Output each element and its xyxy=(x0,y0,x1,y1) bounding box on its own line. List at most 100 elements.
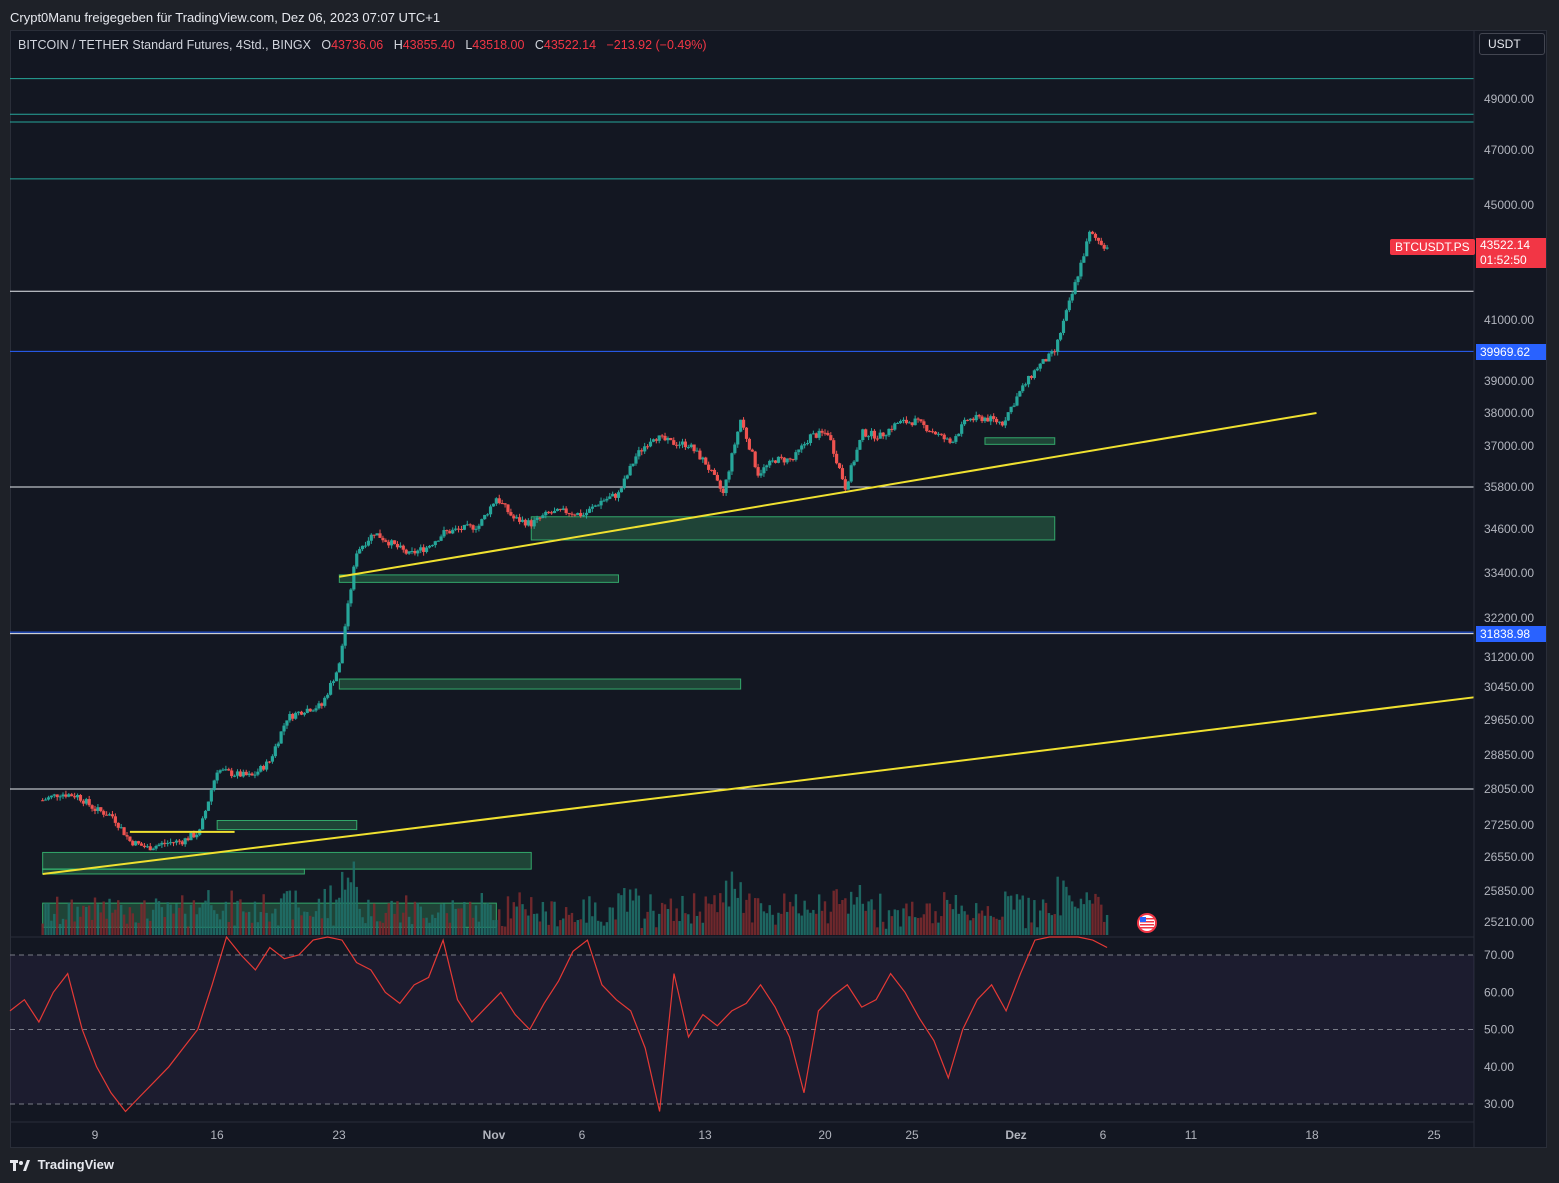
candle-body xyxy=(997,421,1002,423)
candle-body xyxy=(776,456,781,463)
candle-body xyxy=(753,451,757,468)
volume-bar-128 xyxy=(413,901,417,935)
volume-bar-336 xyxy=(1018,899,1022,935)
candle-299 xyxy=(910,422,914,427)
open-label: O xyxy=(321,38,332,52)
candle-344 xyxy=(1041,358,1045,364)
candle-body xyxy=(547,511,551,513)
candle-278 xyxy=(849,463,853,483)
candle-158 xyxy=(500,499,504,505)
candle-body xyxy=(317,703,321,709)
candle-348 xyxy=(1053,349,1057,356)
volume-bar-168 xyxy=(530,897,533,935)
volume-bar-355 xyxy=(1073,906,1077,935)
candle-133 xyxy=(427,544,432,549)
volume-bar-143 xyxy=(457,908,460,935)
volume-bar-239 xyxy=(736,897,739,935)
candle-3 xyxy=(49,795,53,800)
candle-body xyxy=(267,761,272,763)
candle-body xyxy=(957,433,961,437)
candle-body xyxy=(256,771,260,775)
flag-circle xyxy=(1137,913,1157,933)
volume-bar-19 xyxy=(96,904,100,935)
price-tick-label: 32200.00 xyxy=(1484,611,1534,625)
volume-bar-228 xyxy=(704,896,707,935)
candle-body xyxy=(55,794,59,798)
candle-171 xyxy=(538,516,542,522)
volume-bar-337 xyxy=(1021,895,1024,935)
volume-bar-231 xyxy=(713,895,716,935)
candle-body xyxy=(715,474,719,481)
candle-57 xyxy=(206,801,211,812)
volume-bar-86 xyxy=(291,919,294,935)
volume-bar-293 xyxy=(893,909,896,935)
candle-230 xyxy=(709,469,714,472)
volume-bar-163 xyxy=(515,906,518,935)
demand-zone-0 xyxy=(530,516,1056,541)
candle-159 xyxy=(503,503,507,508)
volume-bar-213 xyxy=(660,902,664,935)
candle-314 xyxy=(954,434,958,444)
candle-338 xyxy=(1024,382,1028,387)
volume-bar-68 xyxy=(239,899,242,935)
volume-bar-289 xyxy=(881,921,885,935)
candle-body xyxy=(933,431,938,435)
candle-135 xyxy=(433,540,437,548)
candle-221 xyxy=(683,438,687,450)
volume-bar-245 xyxy=(753,898,757,935)
candle-258 xyxy=(791,458,795,462)
candle-363 xyxy=(1096,237,1100,245)
candle-body xyxy=(259,765,263,772)
volume-bar-88 xyxy=(297,907,300,935)
volume-bar-60 xyxy=(215,913,219,935)
chart-frame[interactable] xyxy=(10,30,1547,1148)
candle-147 xyxy=(468,523,472,528)
candle-countdown: 01:52:50 xyxy=(1480,253,1527,267)
volume-bar-346 xyxy=(1047,913,1051,935)
candle-104 xyxy=(343,623,347,649)
candle-257 xyxy=(788,457,792,462)
volume-bar-345 xyxy=(1044,902,1048,935)
candle-body xyxy=(785,458,789,463)
candle-body xyxy=(262,765,266,770)
volume-bar-56 xyxy=(204,900,207,935)
volume-bar-84 xyxy=(285,891,289,935)
price-tick-label: 26550.00 xyxy=(1484,850,1534,864)
candle-body xyxy=(1102,244,1106,249)
candle-250 xyxy=(768,459,772,469)
candle-312 xyxy=(948,437,952,445)
candle-body xyxy=(497,498,501,504)
rsi-line xyxy=(9,935,1108,1113)
candle-340 xyxy=(1029,375,1034,380)
candle-body xyxy=(922,421,926,426)
candle-body xyxy=(326,694,330,698)
volume-bar-332 xyxy=(1007,896,1010,935)
candle-323 xyxy=(980,414,984,424)
volume-bar-313 xyxy=(951,909,955,935)
candle-body xyxy=(817,430,821,438)
candle-body xyxy=(488,506,493,515)
candle-268 xyxy=(820,428,824,437)
symbol-legend: BITCOIN / TETHER Standard Futures, 4Std.… xyxy=(18,38,707,52)
candle-156 xyxy=(494,497,498,506)
candle-body xyxy=(308,708,312,712)
volume-bar-167 xyxy=(527,915,530,935)
candle-body xyxy=(1029,375,1034,378)
candle-body xyxy=(439,536,443,541)
brand-footer[interactable]: TradingView xyxy=(10,1157,114,1172)
candle-body xyxy=(454,528,458,530)
candle-46 xyxy=(174,839,179,846)
candle-body xyxy=(558,508,562,510)
volume-bar-209 xyxy=(649,894,652,935)
candle-body xyxy=(221,769,225,771)
candle-body xyxy=(736,431,740,445)
currency-button[interactable]: USDT xyxy=(1479,33,1545,55)
candle-body xyxy=(977,415,981,417)
candle-body xyxy=(125,835,129,837)
candle-150 xyxy=(477,523,481,532)
volume-bar-206 xyxy=(640,928,643,935)
volume-bar-77 xyxy=(265,912,268,935)
candle-307 xyxy=(933,431,938,435)
volume-bar-159 xyxy=(503,926,507,935)
